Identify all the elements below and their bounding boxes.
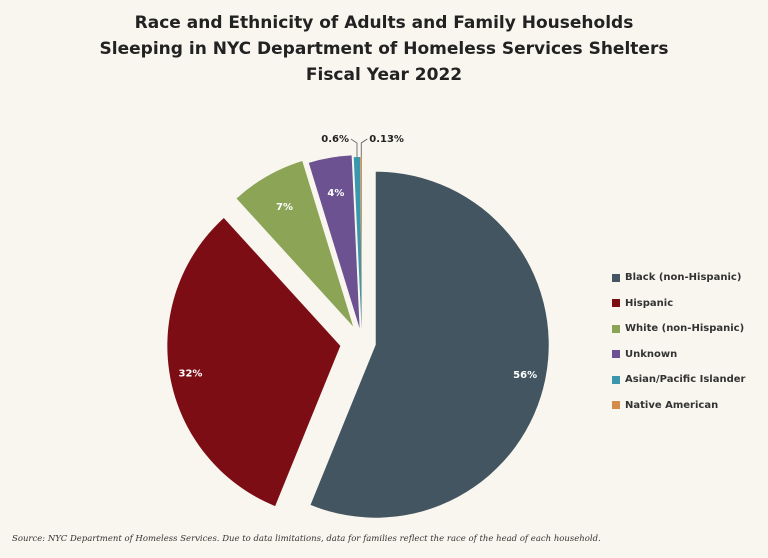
slice-label: 56%	[513, 370, 537, 381]
legend-label: Hispanic	[625, 297, 674, 309]
legend-swatch	[612, 299, 620, 308]
pie-slice	[360, 157, 362, 331]
pie-slice	[308, 155, 360, 329]
title-line-3: Fiscal Year 2022	[305, 65, 463, 85]
pie-slice	[310, 171, 549, 518]
legend-item: White (non-Hispanic)	[612, 316, 745, 342]
legend-swatch	[612, 350, 620, 359]
legend-item: Native American	[612, 393, 745, 419]
legend-label: Native American	[625, 399, 719, 411]
pie-slice	[353, 157, 362, 331]
leader-line	[350, 138, 358, 158]
pie-slice	[167, 217, 341, 507]
slice-label: 7%	[276, 202, 293, 213]
leader-line	[360, 138, 368, 158]
title-line-2: Sleeping in NYC Department of Homeless S…	[99, 39, 669, 59]
legend-item: Hispanic	[612, 291, 745, 317]
legend: Black (non-Hispanic) Hispanic White (non…	[612, 265, 745, 418]
slice-label: 32%	[178, 369, 202, 380]
chart-title: Race and Ethnicity of Adults and Family …	[0, 10, 768, 88]
legend-label: Unknown	[625, 348, 678, 360]
source-note: Source: NYC Department of Homeless Servi…	[12, 534, 601, 544]
legend-item: Unknown	[612, 342, 745, 368]
legend-swatch	[612, 401, 620, 410]
legend-item: Black (non-Hispanic)	[612, 265, 745, 291]
pie-slice	[236, 160, 354, 327]
slice-label: 0.13%	[369, 134, 404, 145]
slice-label: 4%	[327, 188, 344, 199]
slice-label: 0.6%	[321, 134, 349, 145]
legend-item: Asian/Pacific Islander	[612, 367, 745, 393]
legend-label: White (non-Hispanic)	[625, 323, 745, 335]
legend-swatch	[612, 375, 620, 384]
legend-swatch	[612, 324, 620, 333]
legend-swatch	[612, 273, 620, 282]
title-line-1: Race and Ethnicity of Adults and Family …	[134, 13, 634, 33]
legend-label: Black (non-Hispanic)	[625, 272, 742, 284]
legend-label: Asian/Pacific Islander	[625, 374, 746, 386]
